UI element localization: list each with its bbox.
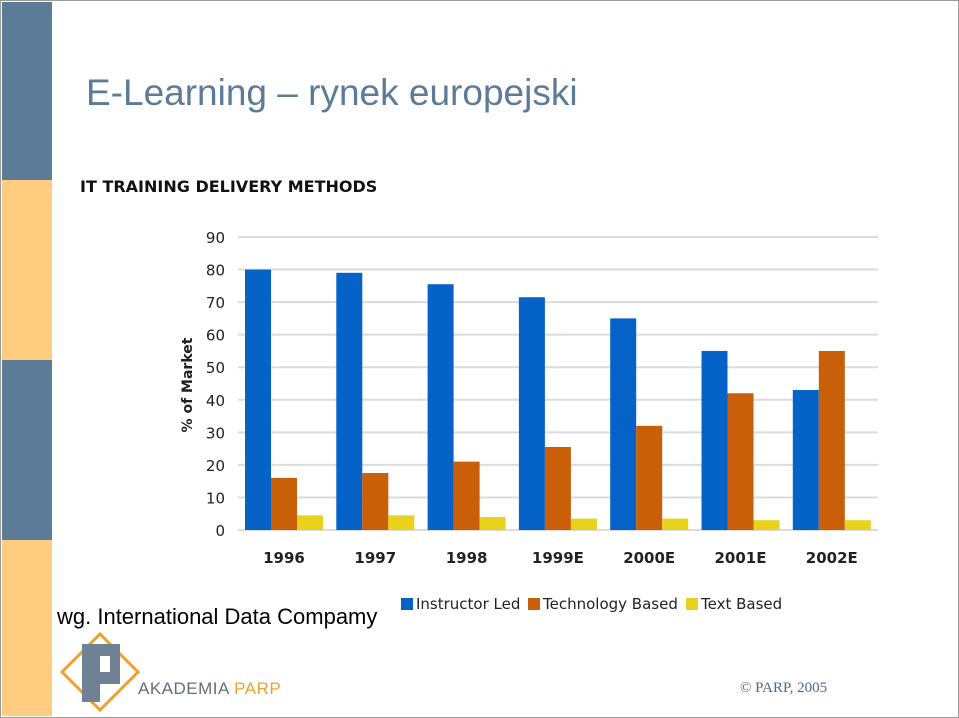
y-tick-label: 60 xyxy=(206,327,225,345)
x-tick-label: 2002E xyxy=(806,549,858,567)
bar-instructor-led xyxy=(610,318,637,530)
bar-technology-based xyxy=(271,477,297,530)
bar-instructor-led xyxy=(427,284,454,530)
chart-legend: Instructor Led Technology Based Text Based xyxy=(401,595,782,613)
y-tick-label: 80 xyxy=(206,262,225,280)
logo-name-accent: PARP xyxy=(234,679,282,698)
bar-text-based xyxy=(570,518,597,530)
bar-instructor-led xyxy=(518,297,545,530)
y-tick-label: 20 xyxy=(206,457,225,475)
bar-instructor-led xyxy=(792,390,819,530)
x-axis-ticks: 1996 1997 1998 1999E 2000E 2001E 2002E xyxy=(263,549,858,567)
x-tick-label: 1996 xyxy=(263,549,305,567)
y-tick-label: 0 xyxy=(215,522,225,540)
legend-label: Text Based xyxy=(700,595,782,613)
footer-copyright: © PARP, 2005 xyxy=(740,680,828,696)
parp-diamond-logo-icon xyxy=(60,632,140,712)
legend-label: Instructor Led xyxy=(416,595,520,613)
y-tick-label: 90 xyxy=(206,229,225,247)
legend-label: Technology Based xyxy=(542,595,678,613)
bar-instructor-led xyxy=(245,269,271,530)
y-axis-ticks: 90 80 70 60 50 40 30 20 10 0 xyxy=(206,229,225,540)
bar-text-based xyxy=(753,520,780,530)
logo-name-main: AKADEMIA xyxy=(138,679,229,698)
x-tick-label: 1997 xyxy=(354,549,396,567)
y-tick-label: 10 xyxy=(206,489,225,507)
bar-technology-based xyxy=(818,350,845,530)
bar-text-based xyxy=(297,515,323,530)
logo-wordmark: AKADEMIA PARP xyxy=(138,679,281,699)
bar-technology-based xyxy=(636,425,663,530)
x-tick-label: 1998 xyxy=(446,549,488,567)
bar-technology-based xyxy=(453,461,480,530)
bar-instructor-led xyxy=(701,350,728,530)
source-note: wg. International Data Compamy xyxy=(57,604,378,629)
slide-title: E-Learning – rynek europejski xyxy=(86,72,578,113)
chart-bars xyxy=(245,269,871,530)
bar-text-based xyxy=(844,520,871,530)
y-tick-label: 40 xyxy=(206,392,225,410)
bar-instructor-led xyxy=(336,272,363,530)
x-tick-label: 1999E xyxy=(532,549,584,567)
bar-text-based xyxy=(662,518,689,530)
legend-swatch xyxy=(401,598,413,610)
side-stripe-orange-upper xyxy=(2,180,52,360)
y-tick-label: 50 xyxy=(206,359,225,377)
legend-swatch xyxy=(686,598,698,610)
chart-title: IT TRAINING DELIVERY METHODS xyxy=(80,177,377,196)
y-tick-label: 30 xyxy=(206,424,225,442)
bar-technology-based xyxy=(362,473,389,530)
bar-technology-based xyxy=(544,446,571,530)
x-tick-label: 2001E xyxy=(715,549,767,567)
y-axis-label: % of Market xyxy=(180,337,196,432)
x-tick-label: 2000E xyxy=(623,549,675,567)
bar-text-based xyxy=(388,515,415,530)
bar-technology-based xyxy=(727,393,754,530)
side-stripe-orange-bottom xyxy=(2,540,52,716)
side-stripe-blue-top xyxy=(2,2,52,180)
legend-swatch xyxy=(528,598,540,610)
y-tick-label: 70 xyxy=(206,294,225,312)
bar-text-based xyxy=(479,516,506,530)
side-stripe-blue-lower xyxy=(2,360,52,540)
